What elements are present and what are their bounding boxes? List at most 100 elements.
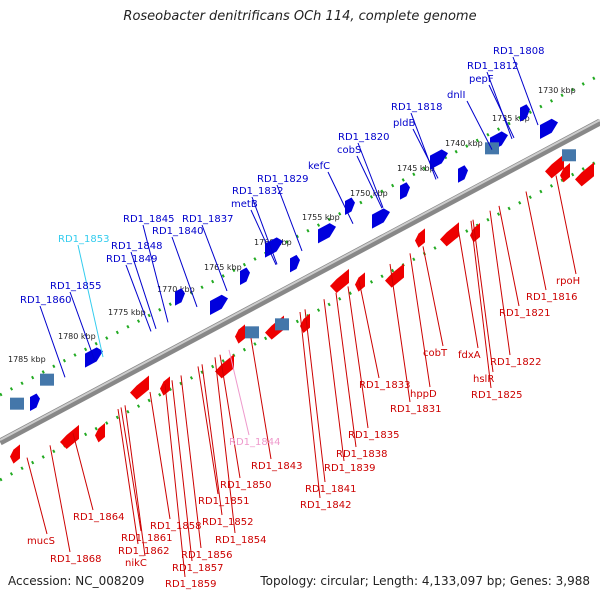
forward-gene-glyph [372, 208, 390, 229]
gene-label-rd1-1854[interactable]: RD1_1854 [215, 535, 266, 546]
forward-gene-glyph [290, 254, 300, 273]
leader-line [201, 224, 228, 292]
gene-box-glyph [10, 397, 24, 410]
gene-label-rd1-1832[interactable]: RD1_1832 [232, 186, 283, 197]
gene-label-rd1-1861[interactable]: RD1_1861 [121, 533, 172, 544]
forward-gene-labels: RD1_1860 RD1_1855 RD1_1853 RD1_1849 RD1_… [20, 46, 544, 306]
gene-box-glyph [245, 326, 259, 339]
gene-label-metb[interactable]: metB [231, 199, 258, 210]
leader-line [358, 280, 380, 379]
gene-label-rd1-1864[interactable]: RD1_1864 [73, 512, 124, 523]
genome-backbone [0, 118, 600, 446]
gene-label-rd1-1838[interactable]: RD1_1838 [336, 449, 387, 460]
gene-label-rd1-1858[interactable]: RD1_1858 [150, 521, 201, 532]
leader-line [323, 299, 345, 462]
leader-line [201, 364, 223, 516]
gene-label-nikc[interactable]: nikC [125, 558, 147, 569]
leader-line [77, 244, 104, 358]
leader-line [409, 253, 431, 388]
gene-label-rd1-1831[interactable]: RD1_1831 [390, 404, 441, 415]
gene-label-rd1-1816[interactable]: RD1_1816 [526, 292, 577, 303]
leader-line [470, 220, 492, 389]
gene-label-rd1-1849[interactable]: RD1_1849 [106, 254, 157, 265]
gene-label-hslr[interactable]: hslR [473, 374, 494, 385]
gene-label-rd1-1848[interactable]: RD1_1848 [111, 241, 162, 252]
reverse-gene-glyph [130, 375, 149, 400]
gene-label-cobs[interactable]: cobS [337, 145, 361, 156]
leader-line [228, 349, 250, 436]
gene-label-rpoh[interactable]: rpoH [556, 276, 580, 287]
gene-label-rd1-1859[interactable]: RD1_1859 [165, 579, 216, 590]
gene-label-rd1-1820[interactable]: RD1_1820 [338, 132, 389, 143]
scale-track-lower [0, 158, 600, 482]
gene-label-rd1-1822[interactable]: RD1_1822 [490, 357, 541, 368]
leader-line [250, 209, 277, 266]
leader-line [389, 263, 411, 403]
leader-line [149, 391, 171, 520]
gene-label-rd1-1843[interactable]: RD1_1843 [251, 461, 302, 472]
gene-label-rd1-1850[interactable]: RD1_1850 [220, 480, 271, 491]
leader-line [72, 432, 94, 511]
gene-label-rd1-1868[interactable]: RD1_1868 [50, 554, 101, 565]
gene-label-rd1-1812[interactable]: RD1_1812 [467, 61, 518, 72]
leader-line [299, 311, 321, 499]
forward-gene-glyph [458, 165, 468, 183]
gene-label-rd1-1825[interactable]: RD1_1825 [471, 390, 522, 401]
gene-label-rd1-1845[interactable]: RD1_1845 [123, 214, 174, 225]
gene-label-rd1-1853[interactable]: RD1_1853 [58, 234, 109, 245]
forward-gene-glyph [400, 182, 410, 200]
gene-label-rd1-1842[interactable]: RD1_1842 [300, 500, 351, 511]
gene-label-rd1-1862[interactable]: RD1_1862 [118, 546, 169, 557]
gene-label-rd1-1808[interactable]: RD1_1808 [493, 46, 544, 57]
leader-line [171, 380, 193, 562]
leader-line [49, 445, 71, 553]
gene-label-pldb[interactable]: pldB [393, 118, 415, 129]
gene-label-rd1-1821[interactable]: RD1_1821 [499, 308, 550, 319]
scale-tick: 1740 kbp [445, 139, 483, 148]
leader-line [356, 155, 383, 209]
leader-line [130, 251, 157, 329]
leader-line [117, 408, 139, 545]
leader-line [180, 375, 202, 549]
gene-label-rd1-1851[interactable]: RD1_1851 [198, 496, 249, 507]
gene-label-rd1-1833[interactable]: RD1_1833 [359, 380, 410, 391]
scale-tick: 1775 kbp [108, 308, 146, 317]
gene-box-glyph [40, 373, 54, 386]
scale-tick: 1735 kbp [492, 114, 530, 123]
gene-label-hppd[interactable]: hppD [410, 389, 437, 400]
leader-line [410, 112, 437, 180]
gene-label-rd1-1860[interactable]: RD1_1860 [20, 295, 71, 306]
gene-label-dnli[interactable]: dnlI [447, 90, 465, 101]
gene-label-rd1-1818[interactable]: RD1_1818 [391, 102, 442, 113]
gene-label-rd1-1856[interactable]: RD1_1856 [181, 550, 232, 561]
reverse-gene-labels: rpoH RD1_1816 RD1_1821 RD1_1822 fdxA cob… [27, 276, 580, 590]
gene-label-rd1-1840[interactable]: RD1_1840 [152, 226, 203, 237]
label-leader-lines [26, 56, 577, 578]
gene-label-fdxa[interactable]: fdxA [458, 350, 481, 361]
leader-line [125, 264, 152, 332]
gene-box-glyph [485, 142, 499, 155]
gene-label-pepf[interactable]: pepF [469, 74, 494, 85]
gene-label-rd1-1855[interactable]: RD1_1855 [50, 281, 101, 292]
gene-label-cobt[interactable]: cobT [423, 348, 448, 359]
gene-label-rd1-1829[interactable]: RD1_1829 [257, 174, 308, 185]
gene-label-rd1-1839[interactable]: RD1_1839 [324, 463, 375, 474]
leader-line [412, 128, 439, 179]
gene-label-rd1-1837[interactable]: RD1_1837 [182, 214, 233, 225]
accession-text: Accession: NC_008209 [8, 574, 145, 588]
leader-line [335, 292, 357, 448]
forward-gene-glyph [540, 118, 558, 139]
reverse-gene-glyph [545, 154, 564, 179]
reverse-gene-glyph [235, 324, 245, 344]
gene-label-rd1-1852[interactable]: RD1_1852 [202, 517, 253, 528]
leader-line [164, 383, 186, 578]
gene-label-rd1-1857[interactable]: RD1_1857 [172, 563, 223, 574]
leader-line [26, 457, 48, 535]
gene-box-glyph [275, 318, 289, 331]
scale-tick: 1765 kbp [204, 263, 242, 272]
gene-label-rd1-1835[interactable]: RD1_1835 [348, 430, 399, 441]
gene-label-kefc[interactable]: kefC [308, 161, 330, 172]
gene-label-rd1-1844[interactable]: RD1_1844 [229, 437, 280, 448]
gene-label-mucs[interactable]: mucS [27, 536, 55, 547]
gene-label-rd1-1841[interactable]: RD1_1841 [305, 484, 356, 495]
